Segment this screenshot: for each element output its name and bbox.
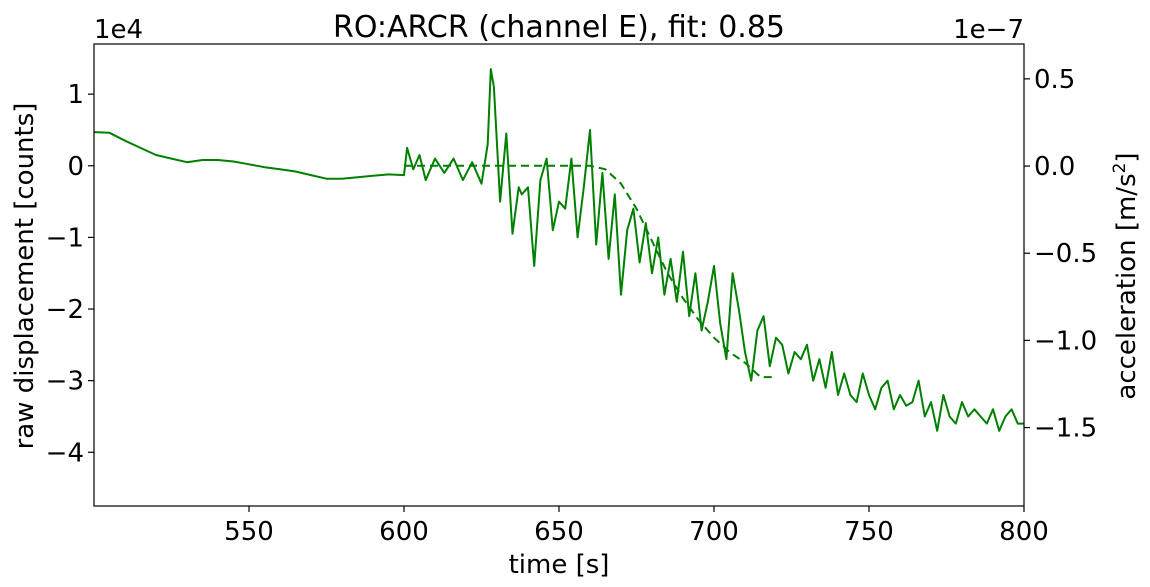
- right-y-tick-label: 0.0: [1034, 152, 1075, 182]
- right-y-tick-label: −1.5: [1034, 414, 1097, 444]
- x-tick-label: 800: [999, 517, 1049, 547]
- left-y-tick-label: −3: [46, 367, 84, 397]
- left-y-tick-label: −4: [46, 438, 84, 468]
- x-axis-label: time [s]: [509, 550, 610, 580]
- left-y-tick-label: −1: [46, 223, 84, 253]
- left-y-tick-label: −2: [46, 295, 84, 325]
- right-y-axis: 0.5 0.0 −0.5 −1.0 −1.5: [1024, 65, 1097, 444]
- x-axis: 550 600 650 700 750 800: [224, 506, 1049, 547]
- plot-frame: [93, 43, 1025, 507]
- series-line-dashed: [404, 164, 776, 379]
- left-y-axis: 1 0 −1 −2 −3 −4: [46, 80, 94, 468]
- right-y-axis-label-sup: 2: [1110, 163, 1130, 174]
- left-y-tick-label: 0: [67, 152, 84, 182]
- x-tick-label: 750: [844, 517, 894, 547]
- right-y-axis-label: acceleration [m/s2]: [1110, 152, 1142, 399]
- left-axis-multiplier: 1e4: [94, 15, 143, 45]
- right-y-axis-label-prefix: acceleration [m/s: [1112, 173, 1142, 399]
- x-tick-label: 700: [689, 517, 739, 547]
- left-y-tick-label: 1: [67, 80, 84, 110]
- plot-area: [93, 68, 1024, 432]
- x-tick-label: 600: [379, 517, 429, 547]
- x-tick-label: 550: [224, 517, 274, 547]
- left-y-axis-label: raw displacement [counts]: [10, 103, 40, 450]
- chart-title: RO:ARCR (channel E), fit: 0.85: [333, 10, 785, 45]
- right-axis-multiplier: 1e−7: [953, 15, 1024, 45]
- right-y-tick-label: −1.0: [1034, 326, 1097, 356]
- right-y-axis-label-suffix: ]: [1112, 152, 1142, 162]
- right-y-tick-label: −0.5: [1034, 239, 1097, 269]
- series-line-solid: [93, 68, 1024, 432]
- x-tick-label: 650: [534, 517, 584, 547]
- right-y-tick-label: 0.5: [1034, 65, 1075, 95]
